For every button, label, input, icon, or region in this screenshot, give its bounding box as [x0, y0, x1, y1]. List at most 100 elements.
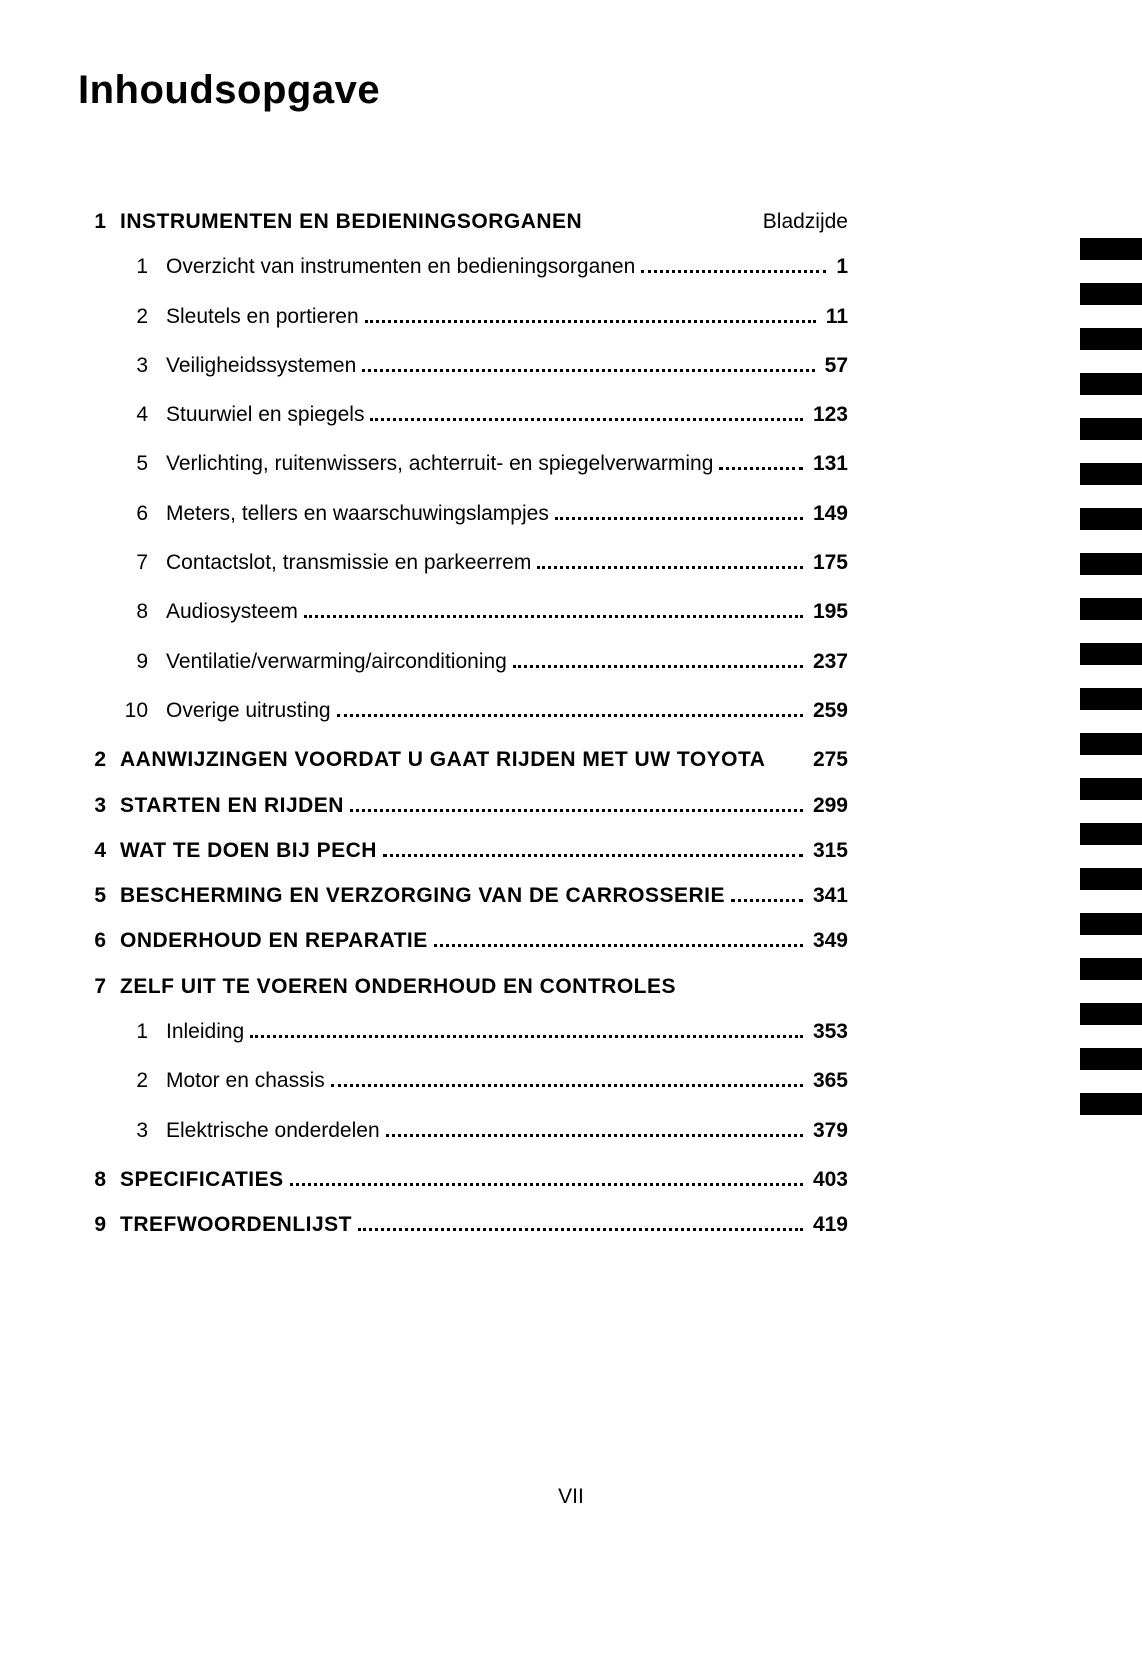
edge-tab — [1080, 1003, 1142, 1025]
edge-tab — [1080, 508, 1142, 530]
leader-dots — [555, 501, 803, 520]
sub-body: Inleiding 353 — [166, 1018, 848, 1045]
sub-number: 10 — [120, 697, 148, 724]
chapter-number: 5 — [78, 882, 106, 909]
sub-page: 149 — [813, 500, 848, 527]
sub-body: Elektrische onderdelen379 — [166, 1117, 848, 1144]
sub-number: 2 — [120, 1067, 148, 1094]
chapter-page: 315 — [813, 837, 848, 864]
chapter-body: SPECIFICATIES403 — [120, 1166, 848, 1193]
sub-title: Contactslot, transmissie en parkeerrem — [166, 549, 531, 576]
toc-chapter-row: 3STARTEN EN RIJDEN299 — [78, 792, 848, 819]
toc-chapter-row: 1 INSTRUMENTEN EN BEDIENINGSORGANEN Bladzi… — [78, 208, 848, 235]
edge-tab — [1080, 958, 1142, 980]
edge-tab — [1080, 1048, 1142, 1070]
chapter-title: STARTEN EN RIJDEN — [120, 792, 344, 819]
toc-chapter-row: 2 AANWIJZINGEN VOORDAT U GAAT RIJDEN MET … — [78, 746, 848, 773]
toc-sub-row: 3 Veiligheidssystemen57 — [120, 352, 848, 379]
sub-number: 5 — [120, 450, 148, 477]
leader-dots — [731, 883, 803, 902]
sub-title: Audiosysteem — [166, 598, 298, 625]
sub-body: Ventilatie/verwarming/airconditioning 237 — [166, 648, 848, 675]
toc-sub-row: 8 Audiosysteem195 — [120, 598, 848, 625]
leader-dots — [304, 599, 803, 618]
chapter-subsections: 1Overzicht van instrumenten en bediening… — [78, 253, 848, 724]
chapter-title: AANWIJZINGEN VOORDAT U GAAT RIJDEN MET U… — [120, 746, 765, 773]
edge-tab — [1080, 778, 1142, 800]
leader-dots — [537, 550, 803, 569]
sub-title: Meters, tellers en waarschuwingslampjes — [166, 500, 549, 527]
chapter-page: 275 — [813, 746, 848, 773]
toc-chapter-row: 9TREFWOORDENLIJST419 — [78, 1211, 848, 1238]
chapter-title: WAT TE DOEN BIJ PECH — [120, 837, 377, 864]
edge-tab — [1080, 328, 1142, 350]
toc-sub-row: 6 Meters, tellers en waarschuwingslampjes… — [120, 500, 848, 527]
leader-dots — [719, 452, 803, 471]
sub-body: Audiosysteem195 — [166, 598, 848, 625]
toc-sub-row: 3 Elektrische onderdelen379 — [120, 1117, 848, 1144]
sub-page: 353 — [813, 1018, 848, 1045]
sub-number: 3 — [120, 352, 148, 379]
chapter-title: ONDERHOUD EN REPARATIE — [120, 927, 428, 954]
sub-body: Verlichting, ruitenwissers, achterruit- … — [166, 450, 848, 477]
edge-tab — [1080, 823, 1142, 845]
leader-dots — [358, 1212, 803, 1231]
sub-number: 3 — [120, 1117, 148, 1144]
sub-number: 8 — [120, 598, 148, 625]
chapter-page: 349 — [813, 927, 848, 954]
chapter-body: AANWIJZINGEN VOORDAT U GAAT RIJDEN MET U… — [120, 746, 848, 773]
edge-tab — [1080, 283, 1142, 305]
chapter-body: WAT TE DOEN BIJ PECH 315 — [120, 837, 848, 864]
sub-page: 131 — [813, 450, 848, 477]
toc-chapter-row: 6ONDERHOUD EN REPARATIE349 — [78, 927, 848, 954]
leader-dots — [365, 304, 816, 323]
leader-dots — [513, 649, 803, 668]
chapter-title: ZELF UIT TE VOEREN ONDERHOUD EN CONTROLE… — [120, 973, 676, 1000]
sub-body: Sleutels en portieren11 — [166, 303, 848, 330]
sub-page: 259 — [813, 697, 848, 724]
sub-number: 6 — [120, 500, 148, 527]
sub-body: Meters, tellers en waarschuwingslampjes 1… — [166, 500, 848, 527]
sub-title: Stuurwiel en spiegels — [166, 401, 364, 428]
edge-tab — [1080, 418, 1142, 440]
table-of-contents: 1 INSTRUMENTEN EN BEDIENINGSORGANEN Bladzi… — [78, 208, 848, 1239]
chapter-title: SPECIFICATIES — [120, 1166, 284, 1193]
sub-body: Overzicht van instrumenten en bedienings… — [166, 253, 848, 280]
sub-title: Motor en chassis — [166, 1067, 325, 1094]
leader-dots — [350, 793, 803, 812]
leader-dots — [337, 698, 803, 717]
page-number-footer: VII — [0, 1485, 1142, 1509]
chapter-body: BESCHERMING EN VERZORGING VAN DE CARROSS… — [120, 882, 848, 909]
chapter-number: 1 — [78, 208, 106, 235]
chapter-number: 3 — [78, 792, 106, 819]
sub-body: Stuurwiel en spiegels123 — [166, 401, 848, 428]
edge-tab — [1080, 733, 1142, 755]
leader-dots — [370, 402, 803, 421]
toc-sub-row: 9 Ventilatie/verwarming/airconditioning 23… — [120, 648, 848, 675]
chapter-page: 341 — [813, 882, 848, 909]
leader-dots — [362, 353, 814, 372]
sub-title: Overige uitrusting — [166, 697, 331, 724]
chapter-body: ONDERHOUD EN REPARATIE 349 — [120, 927, 848, 954]
sub-page: 379 — [813, 1117, 848, 1144]
sub-title: Ventilatie/verwarming/airconditioning — [166, 648, 507, 675]
chapter-number: 2 — [78, 746, 106, 773]
toc-sub-row: 2Sleutels en portieren11 — [120, 303, 848, 330]
edge-tab — [1080, 553, 1142, 575]
sub-title: Inleiding — [166, 1018, 244, 1045]
sub-page: 365 — [813, 1067, 848, 1094]
toc-sub-row: 7Contactslot, transmissie en parkeerrem1… — [120, 549, 848, 576]
page-label: Bladzijde — [763, 208, 848, 235]
sub-page: 237 — [813, 648, 848, 675]
edge-tab — [1080, 598, 1142, 620]
chapter-body: ZELF UIT TE VOEREN ONDERHOUD EN CONTROLE… — [120, 973, 848, 1000]
sub-number: 9 — [120, 648, 148, 675]
sub-body: Veiligheidssystemen57 — [166, 352, 848, 379]
chapter-title: INSTRUMENTEN EN BEDIENINGSORGANEN — [120, 208, 582, 235]
leader-dots — [386, 1118, 803, 1137]
sub-page: 1 — [836, 253, 848, 280]
edge-tab — [1080, 643, 1142, 665]
chapter-title: BESCHERMING EN VERZORGING VAN DE CARROSS… — [120, 882, 725, 909]
chapter-number: 8 — [78, 1166, 106, 1193]
toc-sub-row: 1Inleiding353 — [120, 1018, 848, 1045]
